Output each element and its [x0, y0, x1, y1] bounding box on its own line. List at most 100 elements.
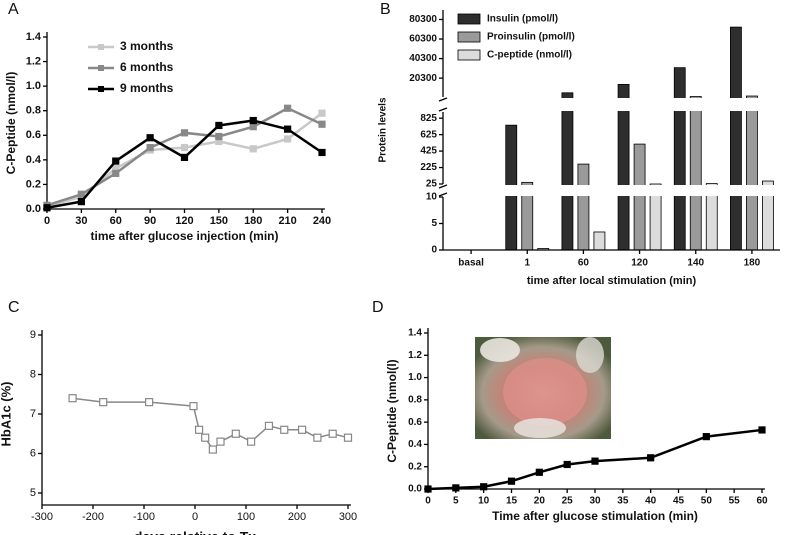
marker	[535, 468, 543, 476]
y-tick-label: 8	[30, 368, 36, 380]
y-tick-label: 1.4	[408, 328, 422, 339]
x-tick-label: -100	[133, 511, 155, 523]
marker	[180, 153, 189, 161]
x-tick-label: basal	[458, 258, 484, 269]
marker	[201, 433, 210, 442]
x-tick-label: 0	[192, 511, 198, 523]
legend-swatch	[457, 49, 481, 61]
legend-label: 3 months	[120, 39, 174, 53]
legend-label: C-peptide (nmol/l)	[487, 50, 572, 61]
x-tick-label: 210	[278, 215, 296, 227]
marker	[189, 402, 198, 411]
y-tick-label: 6	[30, 447, 36, 459]
panel-label: A	[8, 1, 19, 18]
marker	[68, 394, 77, 403]
bar	[633, 143, 646, 251]
x-tick-label: 20	[534, 496, 546, 507]
marker	[180, 143, 189, 152]
y-tick-label: 0.0	[408, 484, 422, 495]
y-tick-label: 60300	[409, 34, 437, 45]
marker	[313, 433, 322, 442]
legend-label: Proinsulin (pmol/l)	[487, 32, 575, 43]
y-tick-label: 1.0	[26, 80, 41, 92]
marker	[264, 421, 274, 430]
y-tick-label: 0.0	[26, 203, 41, 215]
marker	[249, 116, 257, 125]
marker	[424, 485, 432, 493]
x-tick-label: 35	[617, 496, 629, 507]
marker	[318, 109, 326, 117]
x-tick-label: 55	[729, 496, 741, 507]
marker	[480, 483, 488, 491]
legend-label: Insulin (pmol/l)	[487, 14, 558, 25]
x-tick-label: 100	[237, 511, 255, 523]
x-tick-label: 1	[524, 258, 530, 269]
y-axis-label: Protein levels	[378, 97, 389, 162]
marker	[284, 135, 292, 143]
marker	[146, 143, 154, 152]
panel-label: C	[8, 299, 20, 316]
y-tick-label: 1.2	[26, 55, 41, 67]
y-tick-label: 0.8	[408, 394, 422, 405]
legend-swatch	[457, 31, 481, 43]
marker	[249, 123, 257, 131]
marker	[112, 157, 120, 165]
x-tick-label: 240	[313, 215, 331, 227]
y-tick-label: 1.0	[408, 372, 422, 383]
marker	[249, 145, 257, 153]
x-axis-label: time after glucose injection (min)	[90, 229, 278, 243]
bar	[593, 231, 606, 251]
legend-label: 9 months	[120, 81, 174, 95]
bar	[730, 26, 742, 251]
y-tick-label: 80300	[409, 14, 437, 25]
y-tick-label: 0.8	[26, 105, 41, 117]
y-tick-label: 225	[420, 162, 437, 173]
x-tick-label: 180	[244, 215, 262, 227]
x-tick-label: 50	[701, 496, 713, 507]
marker	[702, 433, 710, 441]
marker	[215, 121, 223, 130]
y-tick-label: 1.4	[26, 31, 42, 43]
marker	[247, 437, 256, 446]
marker	[284, 125, 292, 133]
y-tick-label: 0	[431, 245, 437, 256]
y-tick-label: 25	[426, 179, 438, 190]
marker	[280, 425, 289, 434]
bar	[673, 67, 686, 251]
y-tick-label: 425	[420, 146, 437, 157]
x-tick-label: 25	[562, 496, 574, 507]
x-tick-label: 30	[75, 215, 87, 227]
x-tick-label: -300	[31, 511, 53, 523]
marker	[43, 204, 51, 212]
panel-label: B	[380, 1, 391, 18]
y-tick-label: 0.4	[26, 154, 42, 166]
x-tick-label: 300	[339, 511, 357, 523]
marker	[208, 445, 217, 454]
marker	[146, 134, 154, 142]
legend-marker	[98, 86, 104, 92]
x-tick-label: 10	[478, 496, 490, 507]
marker	[145, 398, 154, 407]
marker	[77, 190, 85, 198]
y-tick-label: 10	[426, 192, 438, 203]
y-tick-label: 7	[30, 408, 36, 420]
marker	[216, 437, 225, 446]
photo-inset	[475, 337, 611, 439]
marker	[284, 104, 292, 112]
break-mark	[438, 192, 448, 197]
y-tick-label: 0.6	[408, 417, 422, 428]
x-axis-label: time after local stimulation (min)	[527, 275, 697, 287]
break-mark	[438, 97, 448, 102]
marker	[452, 484, 460, 492]
marker	[231, 429, 240, 438]
y-tick-label: 0.6	[26, 129, 41, 141]
marker	[215, 132, 223, 141]
marker	[318, 148, 326, 157]
bar	[577, 163, 590, 251]
x-tick-label: 150	[210, 215, 228, 227]
marker	[112, 169, 120, 177]
x-tick-label: -200	[82, 511, 104, 523]
marker	[563, 460, 571, 469]
x-tick-label: 120	[175, 215, 193, 227]
x-tick-label: 0	[44, 215, 50, 227]
